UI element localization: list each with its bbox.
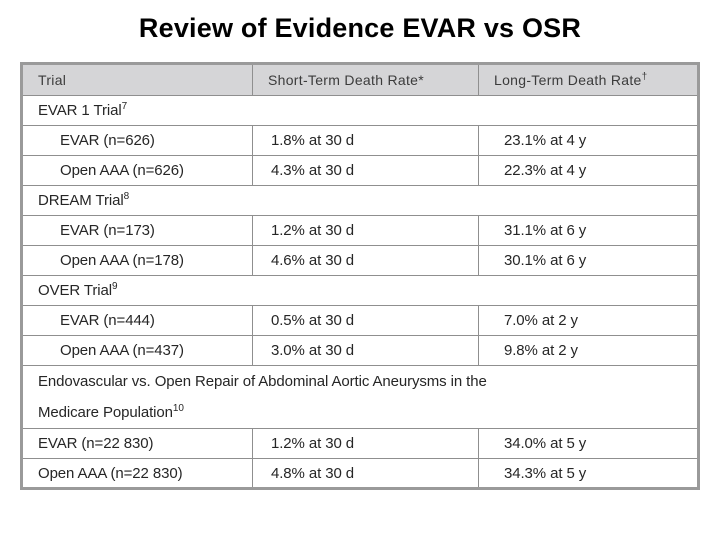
- reference-superscript: 7: [121, 101, 128, 112]
- long-term-cell: 23.1% at 4 y: [478, 125, 699, 156]
- long-term-cell: 7.0% at 2 y: [478, 305, 699, 336]
- group-row: OVER Trial9: [21, 275, 699, 306]
- column-header-short-term: Short-Term Death Rate*: [252, 63, 479, 96]
- group-label-cell: EVAR 1 Trial7: [21, 95, 699, 126]
- evidence-table: Trial Short-Term Death Rate* Long-Term Dea…: [20, 62, 700, 490]
- group-label-cell: Endovascular vs. Open Repair of Abdomina…: [21, 365, 699, 429]
- trial-cell: EVAR (n=22 830): [21, 428, 253, 459]
- trial-cell: Open AAA (n=22 830): [21, 458, 253, 489]
- column-header-long-term: Long-Term Death Rate†: [478, 63, 699, 96]
- table-row: EVAR (n=173) 1.2% at 30 d 31.1% at 6 y: [21, 215, 699, 246]
- short-term-cell: 3.0% at 30 d: [252, 335, 479, 366]
- trial-cell: EVAR (n=444): [21, 305, 253, 336]
- trial-cell: Open AAA (n=626): [21, 155, 253, 186]
- table-row: Open AAA (n=22 830) 4.8% at 30 d 34.3% at …: [21, 458, 699, 489]
- table-body: EVAR 1 Trial7 EVAR (n=626) 1.8% at 30 d 23.…: [21, 95, 699, 489]
- long-term-cell: 22.3% at 4 y: [478, 155, 699, 186]
- short-term-cell: 4.8% at 30 d: [252, 458, 479, 489]
- long-term-cell: 30.1% at 6 y: [478, 245, 699, 276]
- table-header: Trial Short-Term Death Rate* Long-Term Dea…: [21, 63, 699, 96]
- reference-superscript: 9: [112, 281, 118, 292]
- long-term-cell: 34.3% at 5 y: [478, 458, 699, 489]
- short-term-cell: 4.3% at 30 d: [252, 155, 479, 186]
- table-row: EVAR (n=444) 0.5% at 30 d 7.0% at 2 y: [21, 305, 699, 336]
- short-term-cell: 0.5% at 30 d: [252, 305, 479, 336]
- header-row: Trial Short-Term Death Rate* Long-Term Dea…: [21, 63, 699, 96]
- header-superscript: †: [641, 71, 648, 83]
- table-row: EVAR (n=22 830) 1.2% at 30 d 34.0% at 5 y: [21, 428, 699, 459]
- slide-title: Review of Evidence EVAR vs OSR: [138, 13, 582, 43]
- table-row: Open AAA (n=626) 4.3% at 30 d 22.3% at 4 y: [21, 155, 699, 186]
- group-row: DREAM Trial8: [21, 185, 699, 216]
- trial-cell: EVAR (n=626): [21, 125, 253, 156]
- group-label-cell: DREAM Trial8: [21, 185, 699, 216]
- short-term-cell: 1.8% at 30 d: [252, 125, 479, 156]
- long-term-cell: 9.8% at 2 y: [478, 335, 699, 366]
- table-row: EVAR (n=626) 1.8% at 30 d 23.1% at 4 y: [21, 125, 699, 156]
- column-header-trial: Trial: [21, 63, 253, 96]
- long-term-cell: 31.1% at 6 y: [478, 215, 699, 246]
- reference-superscript: 8: [123, 191, 130, 202]
- trial-cell: Open AAA (n=437): [21, 335, 253, 366]
- long-term-cell: 34.0% at 5 y: [478, 428, 699, 459]
- trial-cell: Open AAA (n=178): [21, 245, 253, 276]
- trial-cell: EVAR (n=173): [21, 215, 253, 246]
- table-row: Open AAA (n=178) 4.6% at 30 d 30.1% at 6 y: [21, 245, 699, 276]
- reference-superscript: 10: [172, 403, 184, 414]
- group-row: EVAR 1 Trial7: [21, 95, 699, 126]
- short-term-cell: 1.2% at 30 d: [252, 215, 479, 246]
- group-label-cell: OVER Trial9: [21, 275, 699, 306]
- short-term-cell: 4.6% at 30 d: [252, 245, 479, 276]
- short-term-cell: 1.2% at 30 d: [252, 428, 479, 459]
- group-row: Endovascular vs. Open Repair of Abdomina…: [21, 365, 699, 429]
- table-row: Open AAA (n=437) 3.0% at 30 d 9.8% at 2 y: [21, 335, 699, 366]
